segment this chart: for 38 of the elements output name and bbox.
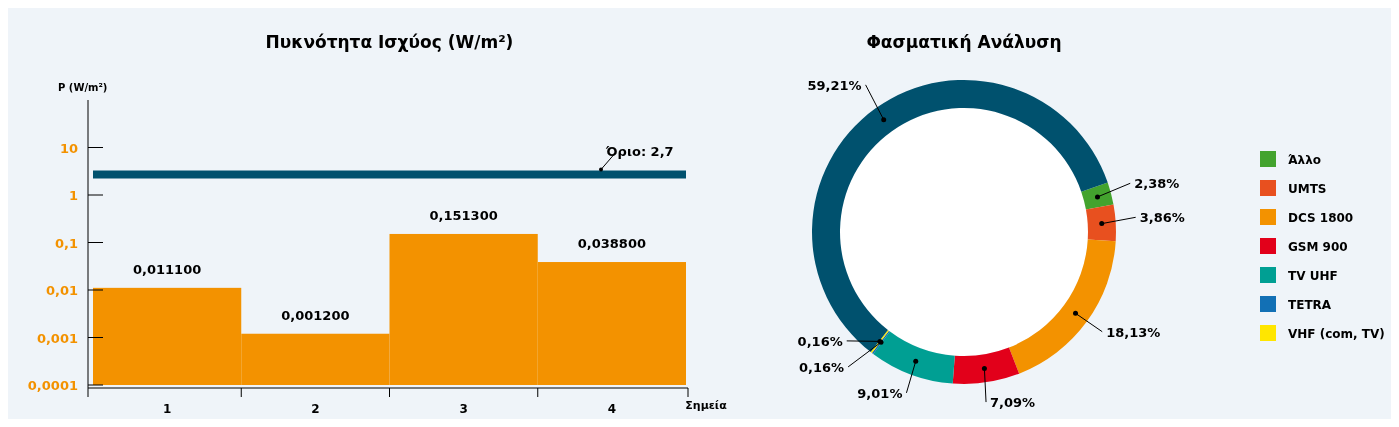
donut-slice bbox=[1081, 182, 1114, 210]
data-label: 2,38% bbox=[1134, 176, 1180, 192]
legend-label: Άλλο bbox=[1288, 153, 1321, 167]
y-tick-label: 10 bbox=[59, 140, 78, 156]
legend-label: VHF (com, TV) bbox=[1288, 327, 1385, 341]
data-label: 18,13% bbox=[1106, 324, 1161, 340]
data-label: 0,001200 bbox=[281, 307, 350, 323]
donut-slice bbox=[952, 347, 1020, 384]
y-tick-label: 0,01 bbox=[45, 283, 78, 298]
x-tick-label: 3 bbox=[459, 402, 468, 416]
data-label: 59,21% bbox=[807, 77, 862, 93]
data-label: 0,16% bbox=[797, 333, 843, 349]
donut-slice bbox=[1085, 204, 1116, 242]
y-tick-label: 1 bbox=[68, 188, 78, 203]
legend-label: TETRA bbox=[1288, 298, 1332, 312]
data-label: 0,011100 bbox=[132, 261, 202, 277]
data-label: 0,151300 bbox=[429, 207, 498, 223]
legend-label: GSM 900 bbox=[1288, 240, 1348, 254]
y-axis-title: P (W/m²) bbox=[58, 82, 108, 93]
legend-label: TV UHF bbox=[1288, 269, 1338, 283]
legend-label: UMTS bbox=[1288, 182, 1327, 196]
data-label: 7,09% bbox=[990, 395, 1036, 411]
y-tick-label: 0,0001 bbox=[27, 378, 78, 393]
x-tick-label: 4 bbox=[607, 402, 617, 416]
x-tick-label: 1 bbox=[162, 402, 172, 416]
chart-title: Φασματική Ανάλυση bbox=[866, 32, 1062, 52]
data-label: 0,038800 bbox=[577, 236, 647, 252]
y-tick-label: 0,001 bbox=[36, 330, 78, 346]
chart-title: Πυκνότητα Ισχύος (W/m²) bbox=[265, 32, 514, 52]
y-tick-label: 0,1 bbox=[54, 235, 78, 251]
x-axis-title: Σημεία bbox=[685, 399, 728, 412]
legend-label: DCS 1800 bbox=[1288, 211, 1354, 225]
data-label: 0,16% bbox=[799, 359, 845, 375]
donut-slice bbox=[873, 331, 955, 384]
data-label: 3,86% bbox=[1139, 210, 1185, 226]
data-label: 9,01% bbox=[857, 385, 903, 401]
x-tick-label: 2 bbox=[311, 402, 320, 416]
ref-line-label: Όριο: 2,7 bbox=[605, 143, 674, 159]
